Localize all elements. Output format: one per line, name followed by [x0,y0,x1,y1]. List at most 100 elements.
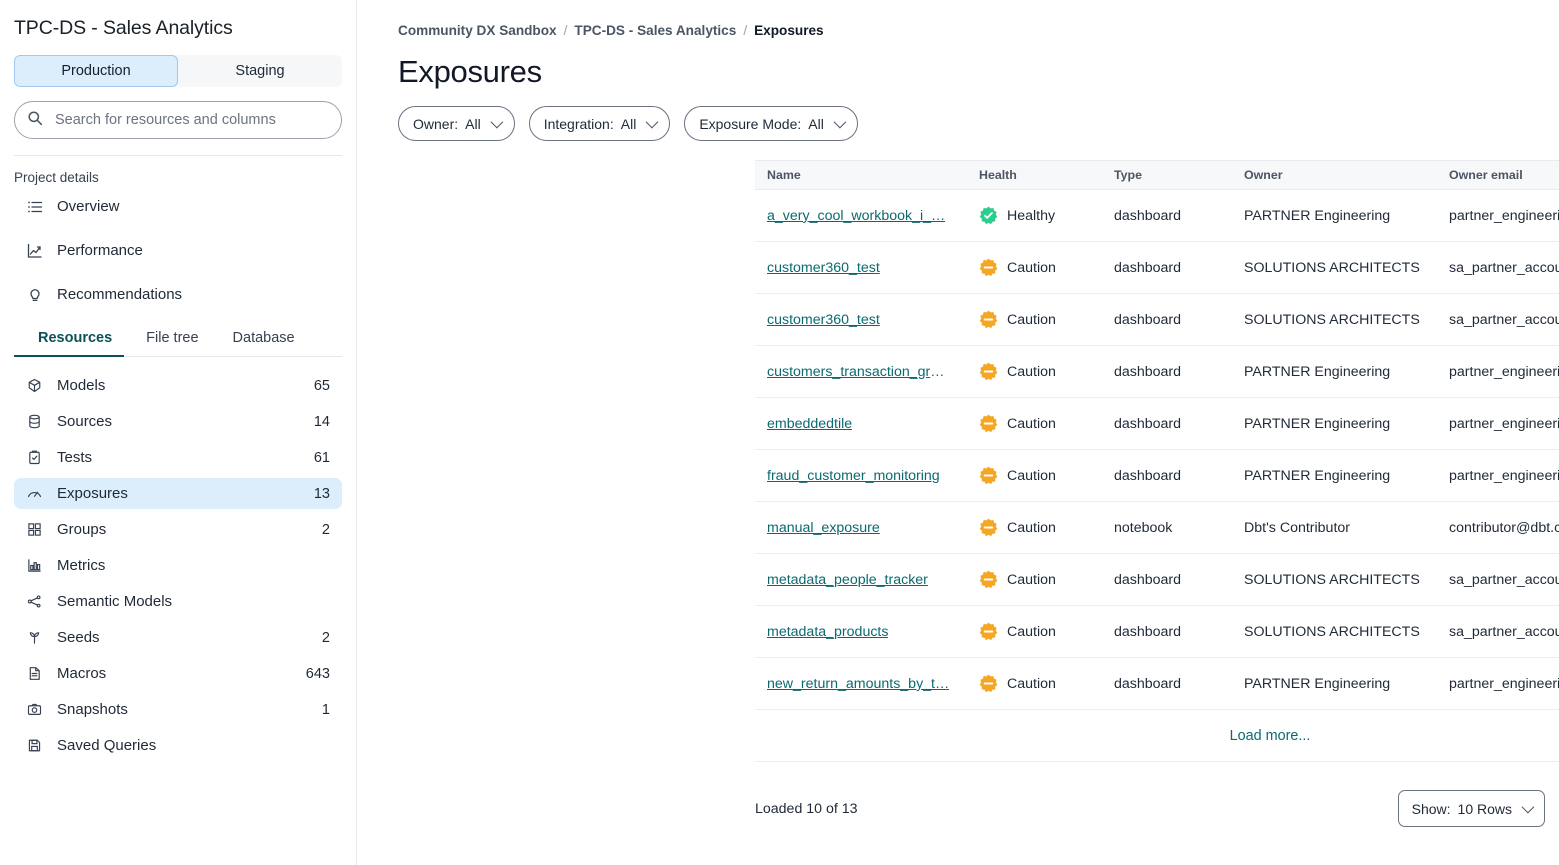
health-caution-icon [979,622,998,641]
table-header-row: Name Health Type Owner Owner email Integ… [755,160,1559,190]
sidebar-item-label: Metrics [57,557,106,574]
sidebar-item-tests[interactable]: Tests 61 [14,442,342,473]
main-content: Community DX Sandbox / TPC-DS - Sales An… [357,0,1559,865]
cell-owner-email: sa_partner_account_admin… [1437,241,1559,294]
table-row[interactable]: manual_exposure Caution notebook Dbt's Cont… [755,501,1559,554]
cell-type-text: dashboard [1114,571,1182,588]
table-row[interactable]: customer360_test Caution dashboard SOLUTION… [755,241,1559,294]
cell-type-text: dashboard [1114,623,1182,640]
sidebar-item-recommendations[interactable]: Recommendations [14,279,342,310]
cell-owner-text: PARTNER Engineering [1244,675,1391,692]
filter-integration-label: Integration: [543,115,614,132]
sidebar-item-label: Saved Queries [57,737,157,754]
load-more-link[interactable]: Load more... [1229,728,1311,744]
search-input[interactable] [53,111,329,129]
cell-type: notebook [1102,501,1232,554]
search-box[interactable] [14,101,342,139]
tab-file-tree[interactable]: File tree [146,330,199,346]
table-row[interactable]: metadata_people_tracker Caution dashboard S… [755,553,1559,606]
cell-name: metadata_products [755,605,967,658]
exposure-name-link[interactable]: a_very_cool_workbook_i_… [767,207,946,224]
show-rows-selector[interactable]: Show: 10 Rows [1397,790,1545,827]
exposure-name-link[interactable]: fraud_customer_monitoring [767,467,940,484]
exposure-name-link[interactable]: metadata_people_tracker [767,571,928,588]
filter-owner[interactable]: Owner: All [398,106,515,141]
table-row[interactable]: metadata_products Caution dashboard SOLUTIO… [755,605,1559,658]
sidebar-item-macros[interactable]: Macros 643 [14,658,342,689]
env-button-staging[interactable]: Staging [178,55,342,87]
breadcrumb-item-workspace[interactable]: Community DX Sandbox [398,23,557,38]
cell-owner-email-text: sa_partner_account_admin… [1449,311,1559,328]
exposure-name-link[interactable]: customer360_test [767,259,880,276]
table-row[interactable]: embeddedtile Caution dashboard PARTNER Engi… [755,397,1559,450]
seedling-icon [26,629,43,646]
cell-name: a_very_cool_workbook_i_… [755,189,967,242]
cell-name: customer360_test [755,241,967,294]
sidebar-item-count: 643 [305,665,330,682]
sidebar-item-seeds[interactable]: Seeds 2 [14,622,342,653]
cell-name: new_return_amounts_by_t… [755,657,967,710]
env-button-production[interactable]: Production [14,55,178,87]
health-label: Caution [1007,467,1056,484]
exposure-name-link[interactable]: manual_exposure [767,519,880,536]
sidebar-item-models[interactable]: Models 65 [14,370,342,401]
cell-owner: Dbt's Contributor [1232,501,1437,554]
table-row[interactable]: customers_transaction_gro… Caution dashboa… [755,345,1559,398]
column-header-health[interactable]: Health [967,160,1102,190]
cell-name: embeddedtile [755,397,967,450]
cell-owner-email-text: partner_engineering@dbtla… [1449,675,1559,692]
filter-owner-value: All [465,115,481,132]
column-header-owner[interactable]: Owner [1232,160,1437,190]
table-row[interactable]: customer360_test Caution dashboard SOLUTION… [755,293,1559,346]
table-row[interactable]: new_return_amounts_by_t… Caution dashboard… [755,657,1559,710]
sidebar-item-saved-queries[interactable]: Saved Queries [14,730,342,761]
filter-owner-label: Owner: [413,115,459,132]
filter-exposure-mode[interactable]: Exposure Mode: All [684,106,858,141]
exposure-name-link[interactable]: embeddedtile [767,415,853,432]
exposure-name-link[interactable]: customers_transaction_gro… [767,363,952,380]
table-row[interactable]: a_very_cool_workbook_i_… Healthy dashboard… [755,189,1559,242]
column-header-owner-email[interactable]: Owner email [1437,160,1559,190]
tab-resources[interactable]: Resources [14,324,125,357]
tab-database[interactable]: Database [232,330,295,346]
cell-type: dashboard [1102,293,1232,346]
sidebar-item-count: 2 [321,629,330,646]
sidebar-item-count: 1 [321,701,330,718]
breadcrumb-item-project[interactable]: TPC-DS - Sales Analytics [574,23,737,38]
cell-health: Healthy [967,189,1102,242]
cell-type: dashboard [1102,605,1232,658]
filter-exposure-mode-value: All [808,115,824,132]
sidebar-item-groups[interactable]: Groups 2 [14,514,342,545]
exposure-name-link[interactable]: metadata_products [767,623,889,640]
sidebar-item-sources[interactable]: Sources 14 [14,406,342,437]
table-row[interactable]: fraud_customer_monitoring Caution dashboar… [755,449,1559,502]
column-header-name[interactable]: Name [755,160,967,190]
exposure-name-link[interactable]: new_return_amounts_by_t… [767,675,950,692]
breadcrumb: Community DX Sandbox / TPC-DS - Sales An… [357,0,1559,38]
sidebar-item-metrics[interactable]: Metrics [14,550,342,581]
chevron-down-icon [833,115,847,129]
cell-owner-email: partner_engineering@dbtla… [1437,397,1559,450]
bar-chart-icon [26,557,43,574]
cell-owner-email: partner_engineering@dbtla… [1437,449,1559,502]
sidebar-item-semantic-models[interactable]: Semantic Models [14,586,342,617]
health-caution-icon [979,518,998,537]
cell-owner-email-text: partner_engineering@dbtla… [1449,363,1559,380]
cell-owner-text: SOLUTIONS ARCHITECTS [1244,623,1420,640]
environment-toggle: Production Staging [14,55,342,87]
sidebar-item-exposures[interactable]: Exposures 13 [14,478,342,509]
project-details-label: Project details [14,170,99,185]
cell-type-text: dashboard [1114,675,1182,692]
exposure-name-link[interactable]: customer360_test [767,311,880,328]
column-header-type[interactable]: Type [1102,160,1232,190]
cell-owner: PARTNER Engineering [1232,657,1437,710]
filter-integration-value: All [620,115,637,132]
sidebar-divider [14,155,342,156]
show-rows-value: 10 Rows [1457,800,1512,817]
sidebar-item-overview[interactable]: Overview [14,191,342,222]
sidebar-item-performance[interactable]: Performance [14,235,342,266]
sidebar-item-snapshots[interactable]: Snapshots 1 [14,694,342,725]
sidebar-item-label: Exposures [57,485,128,502]
cell-health: Caution [967,293,1102,346]
filter-integration[interactable]: Integration: All [528,106,671,141]
